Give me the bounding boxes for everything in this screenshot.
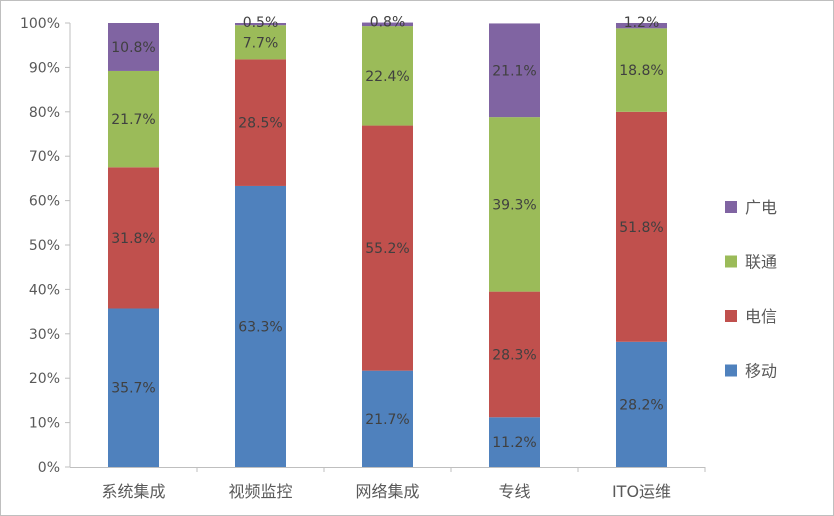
y-tick-label: 50% bbox=[29, 238, 60, 254]
data-label: 28.5% bbox=[238, 116, 282, 132]
bar-segment bbox=[235, 59, 286, 186]
x-category-label: 视频监控 bbox=[228, 482, 292, 501]
legend-swatch bbox=[725, 255, 737, 268]
legend-swatch bbox=[725, 364, 737, 377]
data-label: 22.4% bbox=[365, 69, 409, 85]
data-label: 51.8% bbox=[619, 220, 663, 236]
x-category-label: ITO运维 bbox=[612, 482, 671, 501]
data-label: 18.8% bbox=[619, 63, 663, 79]
data-label: 21.7% bbox=[111, 112, 155, 128]
data-label: 0.8% bbox=[370, 15, 406, 31]
bar-segment bbox=[616, 23, 667, 29]
bar-segment bbox=[362, 26, 413, 126]
bar-segment bbox=[362, 370, 413, 467]
y-tick-label: 10% bbox=[29, 416, 60, 432]
bar-segment bbox=[362, 22, 413, 27]
legend-swatch bbox=[725, 201, 737, 213]
y-tick-label: 70% bbox=[29, 149, 60, 165]
bar-segment bbox=[235, 185, 286, 467]
data-label: 1.2% bbox=[624, 15, 660, 31]
data-label: 31.8% bbox=[111, 231, 155, 247]
bar-segment bbox=[108, 308, 159, 467]
x-category-label: 专线 bbox=[498, 482, 530, 501]
legend-swatch bbox=[725, 310, 737, 322]
bar-segment bbox=[235, 23, 286, 26]
bar-segment bbox=[108, 167, 159, 309]
data-label: 28.3% bbox=[492, 347, 536, 363]
data-label: 28.2% bbox=[619, 397, 663, 413]
legend-label: 联通 bbox=[745, 253, 777, 272]
data-label: 10.8% bbox=[111, 40, 155, 56]
legend-label: 移动 bbox=[745, 362, 777, 381]
bar-segment bbox=[362, 125, 413, 371]
bar-segment bbox=[616, 341, 667, 467]
y-tick-label: 30% bbox=[29, 327, 60, 343]
data-label: 35.7% bbox=[111, 381, 155, 397]
legend-label: 广电 bbox=[745, 198, 777, 217]
bar-segment bbox=[616, 111, 667, 342]
bar-segment bbox=[489, 117, 540, 292]
legend-label: 电信 bbox=[745, 307, 777, 326]
data-label: 21.1% bbox=[492, 63, 536, 79]
y-tick-label: 0% bbox=[38, 460, 60, 476]
x-category-label: 系统集成 bbox=[101, 482, 165, 501]
bar-segment bbox=[489, 291, 540, 418]
bar-segment bbox=[616, 28, 667, 112]
y-tick-label: 60% bbox=[29, 194, 60, 210]
x-category-label: 网络集成 bbox=[355, 482, 419, 501]
y-tick-label: 20% bbox=[29, 371, 60, 387]
data-label: 63.3% bbox=[238, 319, 282, 335]
data-label: 7.7% bbox=[243, 35, 279, 51]
bar-segment bbox=[489, 417, 540, 467]
y-tick-label: 90% bbox=[29, 60, 60, 76]
y-tick-label: 40% bbox=[29, 282, 60, 298]
y-tick-label: 80% bbox=[29, 105, 60, 121]
data-label: 39.3% bbox=[492, 197, 536, 213]
data-label: 21.7% bbox=[365, 412, 409, 428]
data-label: 0.5% bbox=[243, 15, 279, 31]
data-label: 11.2% bbox=[492, 435, 536, 451]
bar-segment bbox=[108, 23, 159, 71]
bar-segment bbox=[235, 25, 286, 60]
bar-segment bbox=[108, 70, 159, 168]
y-tick-label: 100% bbox=[20, 16, 60, 32]
data-label: 55.2% bbox=[365, 241, 409, 257]
bar-segment bbox=[489, 23, 540, 118]
